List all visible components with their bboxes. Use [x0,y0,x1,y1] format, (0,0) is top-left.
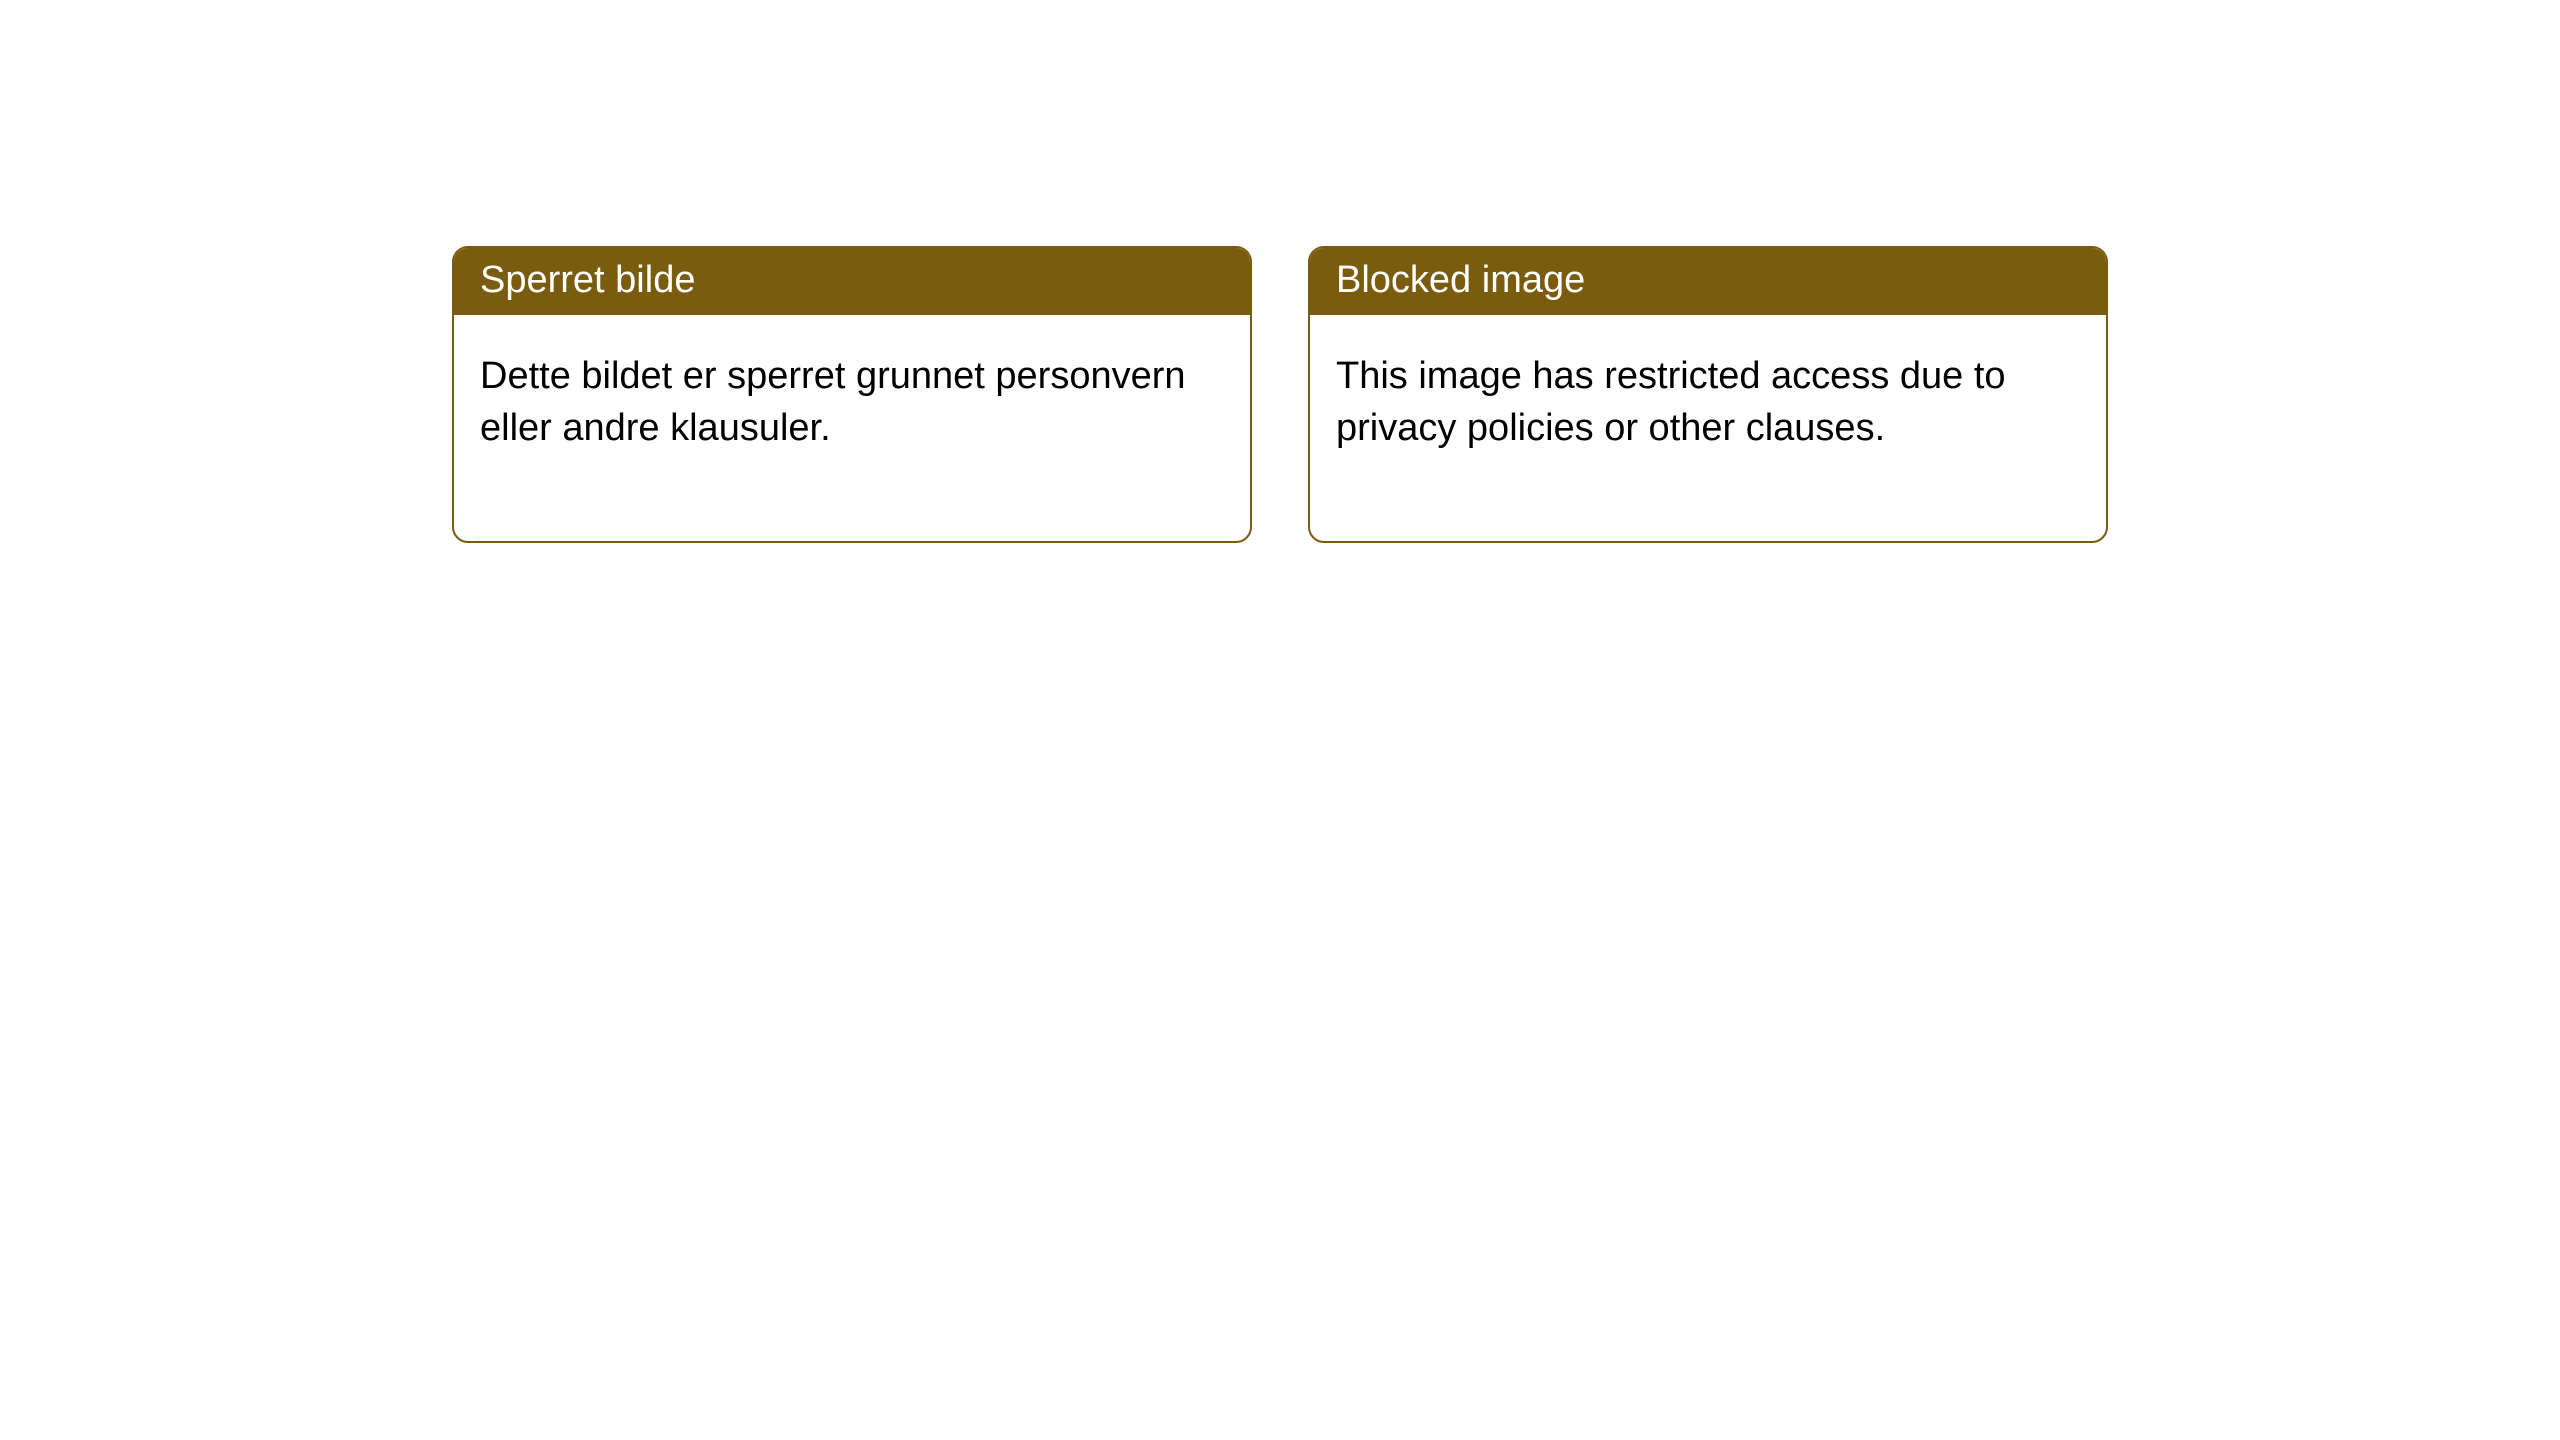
notice-container: Sperret bilde Dette bildet er sperret gr… [0,0,2560,543]
notice-title-english: Blocked image [1310,248,2106,315]
notice-body-english: This image has restricted access due to … [1310,315,2106,541]
notice-box-english: Blocked image This image has restricted … [1308,246,2108,543]
notice-body-norwegian: Dette bildet er sperret grunnet personve… [454,315,1250,541]
notice-box-norwegian: Sperret bilde Dette bildet er sperret gr… [452,246,1252,543]
notice-title-norwegian: Sperret bilde [454,248,1250,315]
